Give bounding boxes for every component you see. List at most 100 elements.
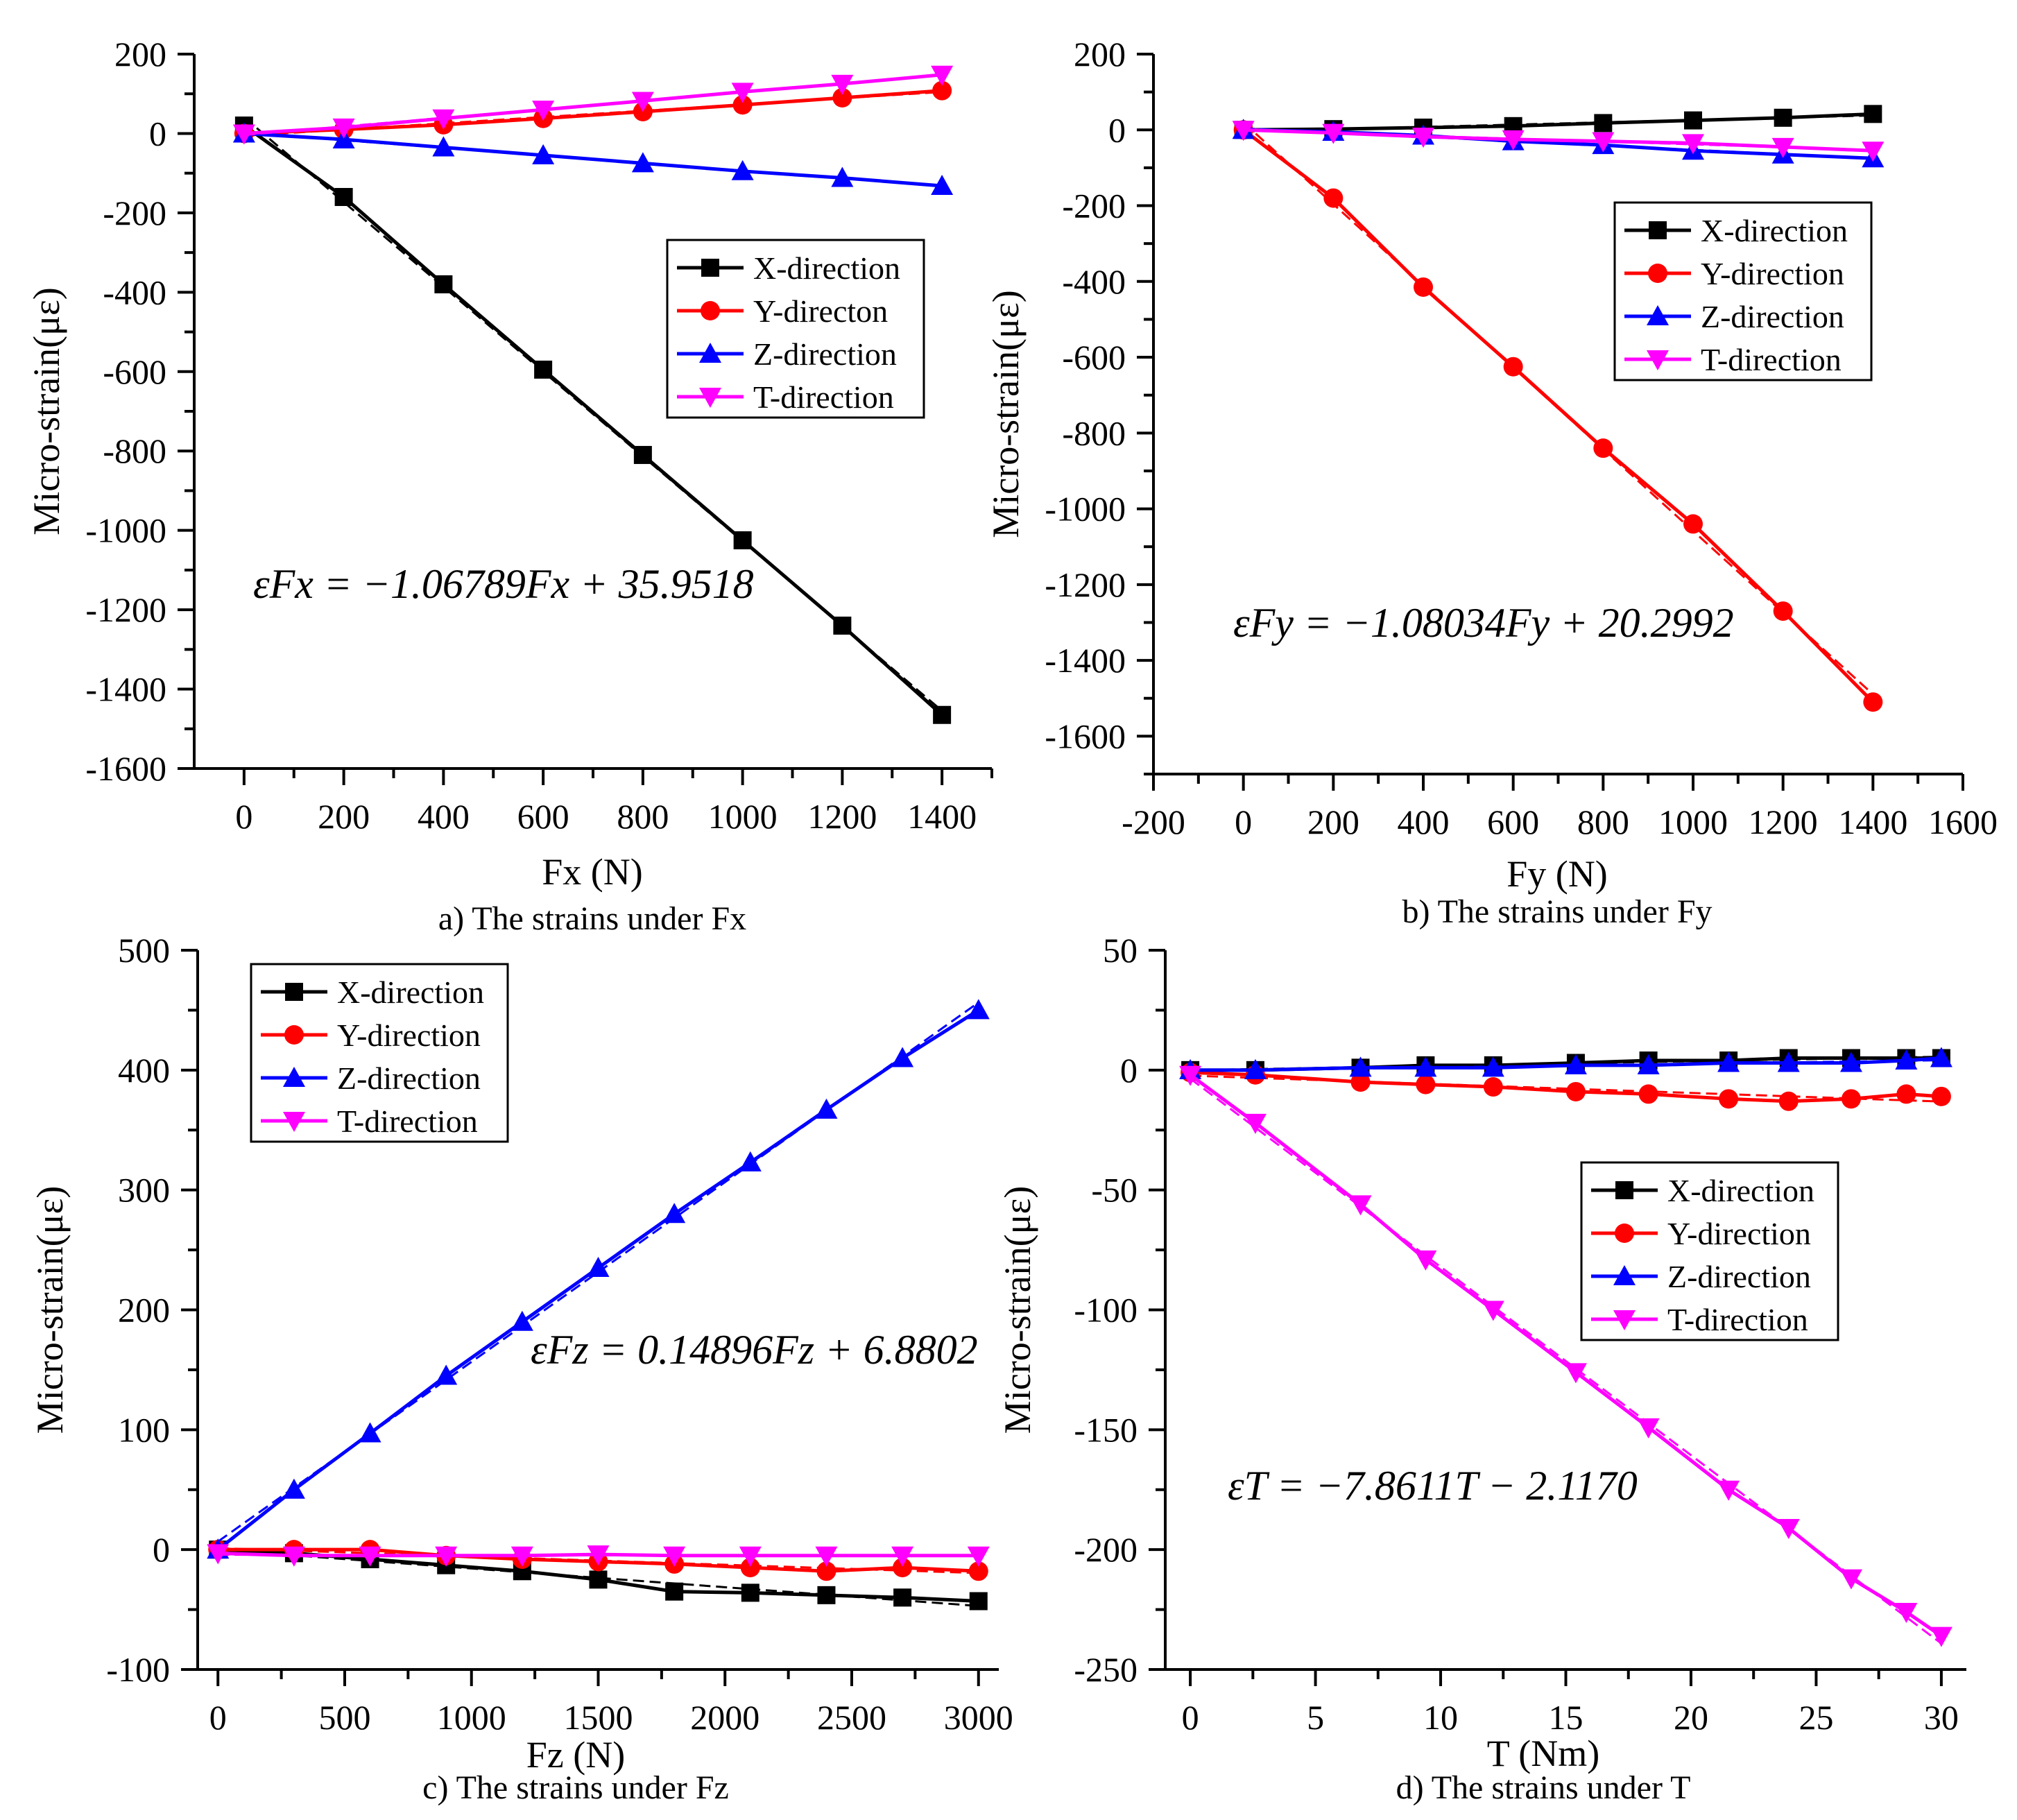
data-point <box>733 531 752 549</box>
data-point <box>332 118 355 139</box>
data-point <box>967 999 990 1020</box>
legend-label: Y-direction <box>1667 1216 1811 1251</box>
data-point <box>1637 1418 1660 1439</box>
data-point <box>1777 1051 1800 1072</box>
x-tick-label: 0 <box>235 797 252 836</box>
y-tick-label: -1400 <box>85 670 166 709</box>
data-point <box>1244 1113 1267 1134</box>
series-t-direction <box>232 65 954 145</box>
data-point <box>931 65 954 86</box>
fit-line <box>1190 1074 1941 1103</box>
data-point <box>732 95 753 115</box>
data-point <box>589 1570 608 1589</box>
y-tick-label: 400 <box>118 1051 170 1090</box>
data-point <box>1179 1065 1202 1086</box>
data-point <box>1930 1626 1952 1647</box>
y-tick-label: -1600 <box>1045 716 1126 755</box>
data-point <box>816 1561 836 1581</box>
data-point <box>1637 1054 1660 1074</box>
data-point <box>933 705 952 724</box>
data-point <box>891 1546 914 1567</box>
data-point <box>1778 1091 1799 1111</box>
legend-marker <box>1613 1265 1636 1285</box>
y-tick-label: 0 <box>1120 1051 1138 1090</box>
chart-panel-a: 200 0 -200 -400 -600 -800 -1000 -1200 -1400 -1600… <box>26 35 993 937</box>
data-point <box>1594 114 1613 132</box>
x-axis-title: Fz (N) <box>526 1734 625 1776</box>
x-tick-label: 500 <box>318 1698 370 1737</box>
panel-caption: b) The strains under Fy <box>1402 893 1712 930</box>
series-t-direction <box>207 1544 990 1567</box>
data-point <box>587 1545 610 1566</box>
y-tick-label: -1000 <box>85 511 166 550</box>
data-point <box>1482 1056 1504 1077</box>
legend-marker <box>1647 305 1669 325</box>
legend-label: X-direction <box>1701 213 1848 248</box>
fit-line <box>243 116 943 712</box>
fit-line <box>218 1554 979 1557</box>
data-point <box>739 1151 762 1171</box>
y-tick-label: -400 <box>1062 262 1126 301</box>
data-point <box>510 1546 533 1567</box>
x-tick-label: 0 <box>1182 1698 1199 1737</box>
data-point <box>831 166 854 187</box>
data-point <box>1592 132 1615 153</box>
data-point <box>1232 121 1255 141</box>
data-point <box>1244 1058 1267 1079</box>
legend-label: X-direction <box>753 250 900 286</box>
x-tick-label: 30 <box>1924 1698 1959 1737</box>
data-point <box>359 1546 381 1567</box>
y-tick-label: -50 <box>1091 1171 1138 1210</box>
y-tick-label: 200 <box>1074 35 1126 74</box>
x-tick-label: 2000 <box>690 1698 759 1737</box>
x-tick-label: 1000 <box>437 1698 506 1737</box>
series-z-direction <box>207 999 990 1559</box>
y-axis-title: Micro-strain(με) <box>997 1186 1038 1434</box>
x-tick-label: -200 <box>1122 802 1185 841</box>
data-point <box>1774 108 1792 127</box>
x-tick-label: 600 <box>1487 802 1539 841</box>
y-tick-label: -800 <box>1062 413 1126 452</box>
data-point <box>232 124 255 145</box>
data-point <box>282 1478 305 1499</box>
x-tick-label: 3000 <box>944 1698 1013 1737</box>
x-tick-label: 10 <box>1423 1698 1458 1737</box>
data-point <box>1839 1569 1862 1590</box>
legend-marker <box>283 1112 305 1132</box>
x-tick-label: 800 <box>617 797 669 836</box>
x-tick-label: 1400 <box>1838 802 1907 841</box>
data-point <box>207 1544 230 1565</box>
data-point <box>893 1558 913 1578</box>
data-point <box>817 1586 836 1604</box>
fit-line <box>217 1002 979 1543</box>
x-axis-title: Fx (N) <box>542 851 643 893</box>
x-tick-label: 400 <box>1398 802 1450 841</box>
fit-line <box>243 74 943 137</box>
y-tick-label: 0 <box>1108 110 1126 149</box>
data-point <box>1564 1054 1587 1074</box>
y-axis-title: Micro-strain(με) <box>29 1186 71 1434</box>
x-tick-label: 1500 <box>564 1698 633 1737</box>
data-point <box>815 1098 838 1119</box>
legend-label: Y-direction <box>1701 256 1844 291</box>
y-tick-label: -100 <box>106 1650 170 1689</box>
fit-line <box>218 1547 979 1574</box>
data-point <box>534 360 553 379</box>
y-tick-label: -150 <box>1074 1410 1138 1449</box>
x-tick-label: 400 <box>418 797 470 836</box>
data-point <box>1773 601 1793 621</box>
data-point <box>1502 130 1525 151</box>
data-point <box>1483 1077 1503 1097</box>
legend-label: T-direction <box>337 1104 478 1139</box>
data-point <box>532 144 555 164</box>
data-point <box>1717 1051 1740 1072</box>
legend: X-direction Y-directon Z-direction T-direct… <box>666 239 925 419</box>
legend-label: Z-direction <box>1701 299 1844 334</box>
data-point <box>1895 1603 1918 1624</box>
data-point <box>1839 1051 1862 1072</box>
series-line <box>1189 1073 1943 1638</box>
data-point <box>1322 123 1345 144</box>
data-point <box>633 445 652 464</box>
x-tick-label: 200 <box>318 797 370 836</box>
